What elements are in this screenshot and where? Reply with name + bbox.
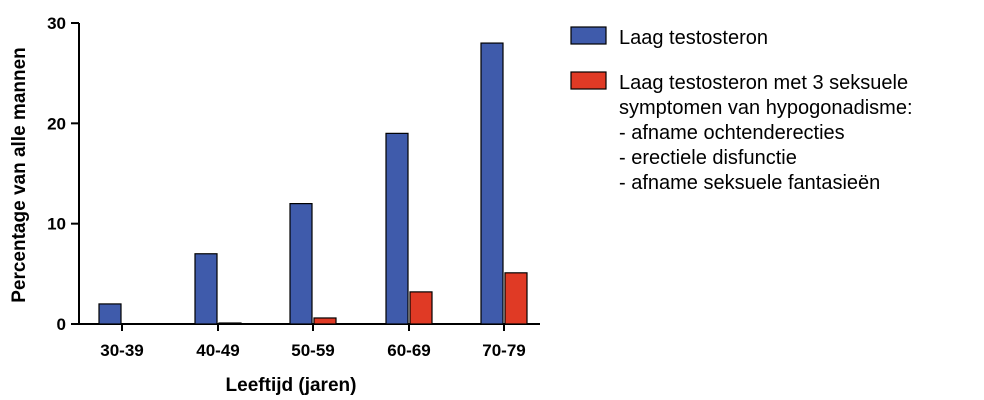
y-tick-label: 10: [47, 215, 66, 234]
legend-label: symptomen van hypogonadisme:: [619, 97, 913, 119]
bar-laag-testosteron-met-symptomen: [409, 291, 433, 325]
bar-laag-testosteron-met-symptomen: [504, 272, 528, 325]
chart-bars: [98, 42, 528, 325]
bar-laag-testosteron-met-symptomen: [218, 322, 242, 325]
bar-laag-testosteron: [480, 42, 504, 325]
legend-label: - afname seksuele fantasieën: [619, 172, 880, 194]
x-tick-label: 60-69: [387, 341, 430, 360]
legend-label: Laag testosteron: [619, 27, 768, 49]
chart-legend: Laag testosteron Laag testosteron met 3 s…: [570, 26, 913, 194]
x-tick-label: 70-79: [482, 341, 525, 360]
legend-swatch: [570, 71, 607, 90]
bar-laag-testosteron: [98, 303, 122, 325]
x-tick-label: 40-49: [196, 341, 239, 360]
legend-swatch: [570, 26, 607, 45]
y-axis-title: Percentage van alle mannen: [9, 47, 30, 303]
y-tick-label: 0: [57, 315, 66, 334]
chart-axes: 0 10 20 30 30-39 40-49 50-59 60-69 70-79: [47, 14, 540, 360]
legend-label: - afname ochtenderecties: [619, 122, 845, 144]
bar-laag-testosteron: [194, 253, 218, 325]
y-tick-label: 20: [47, 114, 66, 133]
legend-label: Laag testosteron met 3 seksuele: [619, 72, 908, 94]
x-tick-label: 30-39: [100, 341, 143, 360]
x-tick-label: 50-59: [291, 341, 334, 360]
legend-label: - erectiele disfunctie: [619, 147, 797, 169]
bar-laag-testosteron: [289, 203, 313, 325]
x-axis-title: Leeftijd (jaren): [226, 375, 357, 396]
bar-laag-testosteron: [385, 132, 409, 325]
y-tick-label: 30: [47, 14, 66, 33]
bar-laag-testosteron-met-symptomen: [313, 317, 337, 325]
